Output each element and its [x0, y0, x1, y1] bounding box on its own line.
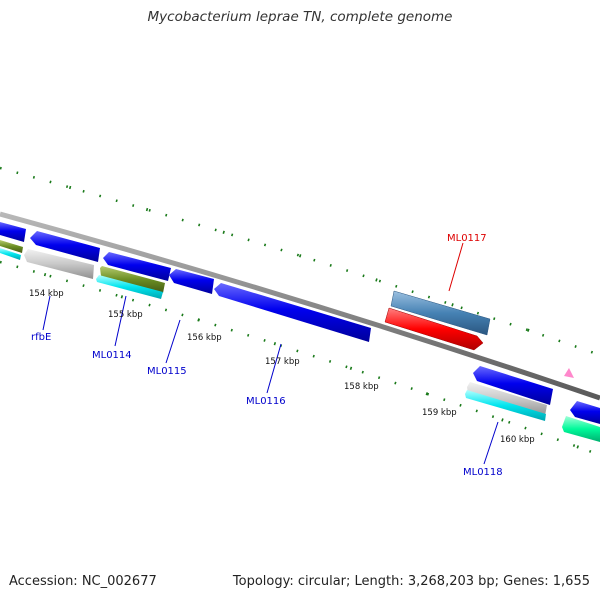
leader-ml0117	[448, 242, 464, 292]
leader-ml0115	[165, 319, 181, 364]
gene-arrow-gray-ml0118[interactable]	[467, 382, 547, 416]
accession-label: Accession: NC_002677	[9, 574, 157, 589]
gene-arrow-olive-edge[interactable]	[0, 240, 23, 253]
gene-arrow-cyan-ml0114[interactable]	[96, 275, 163, 299]
cds-arrow-blue-ml0118[interactable]	[473, 366, 553, 405]
gene-arrow-steelblue[interactable]	[390, 290, 491, 336]
genome-summary: Topology: circular; Length: 3,268,203 bp…	[232, 574, 590, 589]
gene-label-ml0118[interactable]: ML0118	[463, 467, 503, 478]
gene-arrow-olive-ml0114[interactable]	[100, 266, 165, 293]
cds-arrow-blue-ml0116[interactable]	[214, 283, 371, 342]
leader-rfbe	[42, 295, 51, 331]
inner-ruler-dotted-arc	[0, 260, 600, 457]
gene-label-ml0114[interactable]: ML0114	[92, 350, 132, 361]
ruler-label: 159 kbp	[422, 408, 457, 418]
gene-labels: rfbE ML0114 ML0115 ML0116 ML0117 ML0118	[31, 233, 503, 478]
outer-ruler-dotted-arc	[0, 166, 600, 357]
leader-ml0116	[266, 343, 282, 394]
pink-marker[interactable]	[564, 368, 574, 378]
gene-label-ml0116[interactable]: ML0116	[246, 396, 286, 407]
map-title: Mycobacterium leprae TN, complete genome	[147, 9, 453, 25]
ruler-label: 156 kbp	[187, 333, 222, 343]
leader-ml0114	[114, 295, 127, 347]
gene-arrow-cyan-ml0118[interactable]	[465, 390, 546, 421]
gene-label-ml0115[interactable]: ML0115	[147, 366, 187, 377]
cds-arrow-blue-rfbe[interactable]	[30, 231, 100, 262]
ruler-labels: 154 kbp 155 kbp 156 kbp 157 kbp 158 kbp …	[29, 289, 535, 445]
cds-arrow-blue-ml0115[interactable]	[169, 269, 214, 294]
gene-label-ml0117[interactable]: ML0117	[447, 233, 487, 244]
ruler-label: 155 kbp	[108, 310, 143, 320]
gene-arrow-mint-right-edge[interactable]	[562, 416, 600, 442]
gene-arrow-cyan-edge[interactable]	[0, 248, 21, 260]
ruler-label: 154 kbp	[29, 289, 64, 299]
cds-arrow-red-ml0117[interactable]	[384, 307, 484, 351]
genome-backbone	[0, 211, 600, 401]
gene-arrow-gray-rfbe[interactable]	[24, 249, 94, 279]
label-leader-lines	[42, 295, 499, 465]
leader-ml0118	[483, 421, 499, 465]
cds-arrow-blue-ml0114[interactable]	[103, 252, 171, 281]
ruler-label: 160 kbp	[500, 435, 535, 445]
ruler-label: 157 kbp	[265, 357, 300, 367]
gene-label-rfbe[interactable]: rfbE	[31, 332, 51, 343]
cds-arrow-blue-right-edge[interactable]	[570, 401, 600, 424]
ruler-label: 158 kbp	[344, 382, 379, 392]
cds-arrow-blue-edge[interactable]	[0, 222, 26, 242]
